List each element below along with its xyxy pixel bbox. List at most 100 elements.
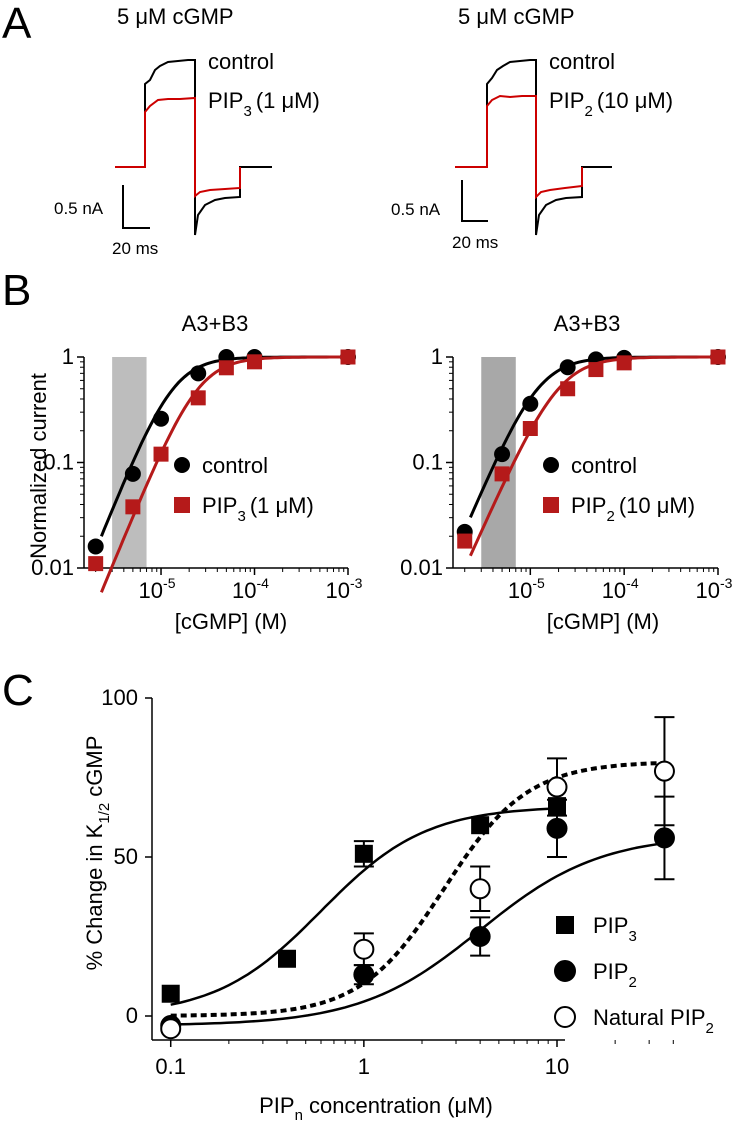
legend-base: PIP (571, 493, 606, 518)
data-point-drug-right (560, 381, 576, 397)
data-point-drug-left (218, 360, 234, 376)
shaded-band-right (481, 357, 516, 568)
x-tick-label-left: 10-3 (326, 575, 363, 603)
data-point-drug-left (153, 446, 169, 462)
legend-conc: (10 μM) (619, 493, 695, 518)
legend-marker-drug-right (543, 497, 559, 513)
panel-a-right: 5 μM cGMP control PIP2 (10 μM) 0.5 nA 20 … (391, 4, 673, 252)
legend-base: PIP (593, 959, 628, 984)
scale-time-right: 20 ms (452, 233, 498, 252)
x-tick-base: 10 (696, 578, 720, 603)
legend-label-drug-right: PIP2 (10 μM) (571, 493, 695, 525)
panel-c-ylabel: % Change in K1/2 cGMP (82, 736, 113, 971)
x-tick-exponent: -4 (257, 575, 270, 591)
x-tick-label-left: 10-4 (232, 575, 269, 603)
x-tick-exponent: -4 (626, 575, 639, 591)
panel-letter-b: B (2, 266, 31, 315)
y-tick-label-left: 0.1 (43, 450, 74, 475)
c-legend-marker-pip3 (556, 916, 574, 934)
scale-bar-left (122, 185, 150, 229)
x-tick-base: 10 (326, 578, 350, 603)
c-data-point-pip2 (353, 964, 375, 986)
legend-sub: 2 (628, 974, 636, 991)
data-point-drug-right (522, 421, 538, 437)
x-tick-label-left: 10-5 (139, 575, 176, 603)
scale-current-right: 0.5 nA (391, 200, 441, 219)
x-tick-base: 10 (602, 578, 626, 603)
chart-b-right-xlabel: [cGMP] (M) (547, 609, 659, 634)
x-tick-label-right: 10-5 (508, 575, 545, 603)
trace-control-right (455, 59, 612, 236)
trace-drug-right (455, 94, 583, 200)
y-tick-label-right: 0.01 (400, 555, 443, 580)
x-tick-base: 10 (508, 578, 532, 603)
trace-control-left (115, 59, 272, 236)
data-point-control-right (559, 359, 576, 376)
c-data-point-natural-pip2 (653, 760, 675, 782)
data-point-drug-left (88, 556, 104, 572)
c-y-tick-label: 50 (114, 844, 138, 869)
legend-sub: 2 (706, 1020, 714, 1037)
c-legend-marker-pip2 (554, 960, 576, 982)
scale-current-left: 0.5 nA (54, 199, 104, 218)
data-point-drug-right (494, 466, 510, 482)
c-x-tick-label: 0.1 (155, 1054, 186, 1079)
legend-conc: (1 μM) (250, 493, 314, 518)
x-tick-exponent: -3 (720, 575, 733, 591)
panel-b-ylabel: Normalized current (26, 373, 51, 559)
chart-b-left-title: A3+B3 (182, 311, 249, 336)
legend-sub: 3 (628, 928, 636, 945)
panel-letter-a: A (2, 0, 32, 48)
c-fit-line-pip2 (170, 841, 670, 1026)
c-data-point-natural-pip2 (469, 878, 491, 900)
c-x-tick-label: 10 (545, 1054, 569, 1079)
scale-bar-right (461, 180, 488, 222)
c-data-point-pip2 (546, 817, 568, 839)
c-y-tick-label: 0 (126, 1003, 138, 1028)
x-tick-base: 10 (139, 578, 163, 603)
x-tick-exponent: -5 (532, 575, 545, 591)
data-point-drug-right (457, 533, 473, 549)
legend-sub: 3 (237, 508, 245, 525)
scale-time-left: 20 ms (112, 239, 158, 258)
c-legend-label-pip3: PIP3 (593, 913, 637, 945)
y-tick-label-left: 0.01 (31, 555, 74, 580)
x-tick-exponent: -3 (350, 575, 363, 591)
c-data-point-pip2 (469, 926, 491, 947)
data-point-control-right (494, 446, 511, 463)
c-data-point-pip3 (278, 949, 297, 968)
legend-marker-drug-left (174, 497, 190, 513)
legend-base: PIP (202, 493, 237, 518)
panel-a-left-title: 5 μM cGMP (117, 4, 234, 29)
c-data-point-pip3 (354, 844, 373, 863)
y-tick-label-right: 1 (431, 344, 443, 369)
legend-sub: 2 (606, 508, 614, 525)
c-data-point-natural-pip2 (546, 776, 568, 798)
y-tick-label-left: 1 (62, 344, 74, 369)
c-legend-label-pip2: PIP2 (593, 959, 637, 991)
legend-marker-control-left (174, 457, 190, 473)
data-point-drug-right (616, 355, 632, 371)
trace-drug-left (115, 96, 241, 199)
data-point-drug-right (710, 349, 726, 365)
c-data-point-natural-pip2 (160, 1018, 182, 1040)
panel-c-xlabel: PIPn concentration (μM) (259, 1093, 493, 1124)
legend-base: control (202, 453, 268, 478)
legend-label-control-left: control (202, 453, 268, 478)
panel-a-right-drug-label: PIP2 (10 μM) (549, 88, 673, 120)
data-point-control-left (153, 410, 170, 427)
c-legend-marker-natural-pip2 (554, 1006, 576, 1028)
data-point-drug-left (247, 354, 263, 370)
c-data-point-pip2 (653, 827, 675, 849)
panel-a-right-title: 5 μM cGMP (458, 4, 575, 29)
c-y-tick-label: 100 (101, 685, 138, 710)
c-data-point-pip3 (161, 984, 180, 1003)
data-point-control-left (124, 465, 141, 482)
panel-a-left: 5 μM cGMP control PIP3 (1 μM) 0.5 nA 20 m… (54, 4, 320, 258)
data-point-drug-right (588, 362, 604, 378)
chart-b-right-title: A3+B3 (554, 311, 621, 336)
legend-marker-control-right (543, 457, 559, 473)
panel-a-left-drug-label: PIP3 (1 μM) (208, 88, 320, 120)
